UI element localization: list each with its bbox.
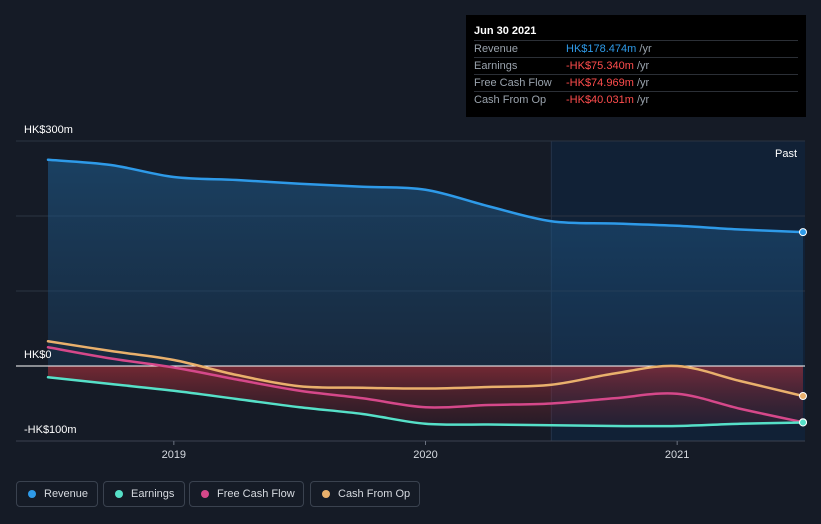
- legend-item-free-cash-flow[interactable]: Free Cash Flow: [189, 481, 304, 507]
- series-end-marker-cash-from-op: [799, 392, 807, 400]
- y-tick-label: HK$0: [24, 349, 52, 361]
- legend-label: Earnings: [131, 488, 175, 500]
- x-tick-label: 2021: [665, 449, 689, 461]
- past-label: Past: [775, 148, 797, 160]
- tooltip-value: -HK$74.969m: [566, 77, 634, 89]
- tooltip-label: Free Cash Flow: [474, 77, 552, 89]
- tooltip-value-free-cash-flow: -HK$74.969m /yr: [566, 77, 649, 89]
- legend-label: Free Cash Flow: [217, 488, 295, 500]
- legend-dot-icon: [201, 490, 209, 498]
- tooltip-row-free-cash-flow: Free Cash Flow -HK$74.969m /yr: [474, 74, 798, 91]
- tooltip-value-earnings: -HK$75.340m /yr: [566, 60, 649, 72]
- legend-item-earnings[interactable]: Earnings: [103, 481, 185, 507]
- tooltip-unit: /yr: [636, 60, 650, 72]
- series-line-cash-from-op: [46, 340, 805, 398]
- tooltip-unit: /yr: [636, 94, 650, 106]
- tooltip-value-cash-from-op: -HK$40.031m /yr: [566, 94, 649, 106]
- tooltip-label: Earnings: [474, 60, 518, 72]
- negative-area: [48, 366, 803, 427]
- x-tick-label: 2019: [162, 449, 186, 461]
- tooltip-label: Revenue: [474, 43, 519, 55]
- series-end-marker-revenue: [799, 228, 807, 237]
- tooltip-value: HK$178.474m: [566, 43, 637, 55]
- series-line-revenue: [46, 158, 805, 234]
- tooltip: Jun 30 2021 Revenue HK$178.474m /yr Earn…: [466, 15, 806, 117]
- tooltip-label: Cash From Op: [474, 94, 547, 106]
- tooltip-unit: /yr: [636, 77, 650, 89]
- tooltip-row-revenue: Revenue HK$178.474m /yr: [474, 40, 798, 57]
- y-tick-label: -HK$100m: [24, 424, 77, 436]
- legend-item-revenue[interactable]: Revenue: [16, 481, 98, 507]
- x-tick-label: 2020: [413, 449, 437, 461]
- legend-item-cash-from-op[interactable]: Cash From Op: [310, 481, 420, 507]
- y-tick-label: HK$300m: [24, 124, 73, 136]
- tooltip-value: -HK$75.340m: [566, 60, 634, 72]
- series-end-marker-earnings: [799, 418, 807, 427]
- legend-dot-icon: [28, 490, 36, 498]
- tooltip-row-earnings: Earnings -HK$75.340m /yr: [474, 57, 798, 74]
- revenue-area: [48, 159, 803, 366]
- legend-label: Cash From Op: [338, 488, 411, 500]
- tooltip-value: -HK$40.031m: [566, 94, 634, 106]
- legend-dot-icon: [322, 490, 330, 498]
- series-line-free-cash-flow: [46, 346, 805, 424]
- legend-dot-icon: [115, 490, 123, 498]
- series-line-earnings: [46, 376, 805, 428]
- tooltip-unit: /yr: [639, 43, 652, 55]
- tooltip-date: Jun 30 2021: [474, 25, 537, 37]
- tooltip-row-cash-from-op: Cash From Op -HK$40.031m /yr: [474, 91, 798, 108]
- legend-label: Revenue: [44, 488, 89, 500]
- tooltip-value-revenue: HK$178.474m /yr: [566, 43, 652, 55]
